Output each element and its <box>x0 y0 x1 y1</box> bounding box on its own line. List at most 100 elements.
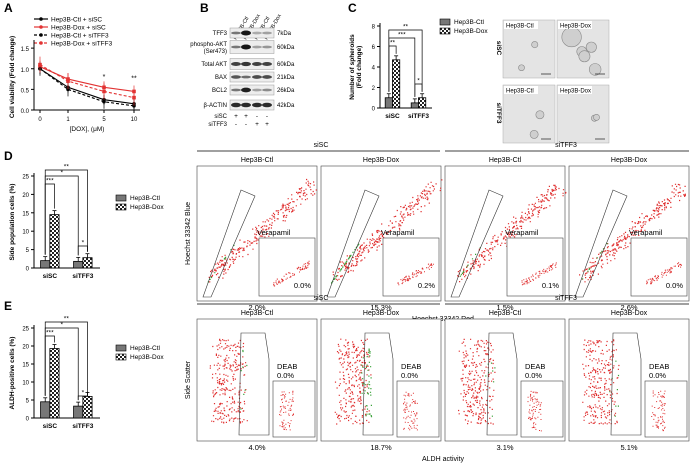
aldh-positive-events <box>609 360 620 417</box>
flow-sub-label: Hep3B-Dox <box>611 157 648 164</box>
y-tick-label: 10 <box>22 230 29 236</box>
y-tick-label: 15 <box>22 211 29 217</box>
aldh-gate <box>362 332 394 436</box>
y-tick-label: 0 <box>26 417 30 423</box>
panel-d-plot: 0 5 10 15 20 25 Side population cells (%) siSC s… <box>9 164 164 281</box>
sig-bracket <box>77 390 88 401</box>
panel-c-plot: 0 2 4 6 8 Number of spheroids (Fold change) siS… <box>349 18 488 120</box>
inset-pct: 0.0% <box>525 371 542 380</box>
inset-events <box>521 262 557 286</box>
y-tick-label: 10 <box>22 381 29 387</box>
inset-label: DEAB <box>277 362 297 371</box>
y-tick-label: 25 <box>22 175 29 181</box>
band-size: 60kDa <box>277 62 295 68</box>
micrograph <box>502 19 556 79</box>
panel-b: B Hep3B-CtlHep3B-DoxHep3B-CtlHep3B-DoxTF… <box>190 1 295 128</box>
image-label-bg <box>504 86 538 94</box>
bar <box>73 405 84 419</box>
cell-events <box>458 338 496 425</box>
y-axis-label: Side population cells (%) <box>9 184 16 261</box>
x-axis-label: [DOX], (μM) <box>70 126 105 133</box>
group-label: siSC <box>314 295 329 302</box>
cell-events <box>579 183 686 283</box>
protein-band <box>262 102 272 108</box>
sig-bracket <box>77 245 88 256</box>
flow-sub-label: Hep3B-Dox <box>363 310 400 317</box>
aldh-positive-events <box>361 348 373 418</box>
y-tick-label: 1.5 <box>21 47 30 53</box>
legend-label: Hep3B-Ctl + siTFF3 <box>51 33 109 40</box>
inset-frame <box>520 380 564 438</box>
sig-marker: *** <box>398 32 406 39</box>
band-label: phospho-AKT <box>190 42 227 48</box>
aldh-gate <box>486 332 518 436</box>
bar <box>418 97 427 109</box>
treatment-sign: + <box>244 113 248 120</box>
x-tick-label: siSC <box>43 423 58 430</box>
group-label: siSC <box>314 142 329 149</box>
legend-label: Hep3B-Ctl + siSC <box>51 17 102 24</box>
band-size: 7kDa <box>277 31 292 37</box>
legend-marker <box>39 17 43 21</box>
band-label: β-ACTIN <box>204 103 227 109</box>
legend-label: Hep3B-Ctl <box>130 345 161 352</box>
spheroid <box>529 130 539 139</box>
cell-events <box>209 338 248 424</box>
micrograph <box>502 84 556 144</box>
bar <box>49 348 60 419</box>
sig-marker: ** <box>403 24 409 31</box>
sig-marker: ** <box>390 40 396 47</box>
panel-letter-c: C <box>348 1 357 15</box>
aldh-positive-events <box>240 349 248 410</box>
aldh-gate <box>610 332 642 436</box>
legend-swatch <box>115 344 127 352</box>
side-population-events <box>331 243 360 284</box>
cell-events <box>582 339 620 425</box>
inset-pct: 0.1% <box>542 281 559 290</box>
flow-x-label: Hoechst 33342 Red <box>412 316 474 323</box>
image-label-bg <box>558 21 592 29</box>
legend-label: Hep3B-Dox + siTFF3 <box>51 41 113 48</box>
legend-label: Hep3B-Dox + siSC <box>51 25 106 32</box>
western-blot: Hep3B-CtlHep3B-DoxHep3B-CtlHep3B-DoxTFF3… <box>190 13 295 128</box>
bar <box>82 395 93 419</box>
inset-pct: 0.2% <box>418 281 435 290</box>
y-tick-label: 0 <box>26 267 30 273</box>
protein-band <box>231 88 241 92</box>
flow-x-label: ALDH activity <box>422 456 465 463</box>
protein-band <box>241 30 251 36</box>
sig-marker: *** <box>46 330 54 337</box>
flow-pct: 1.5% <box>496 303 513 312</box>
image-label: Hep3B-Ctl <box>506 24 534 30</box>
legend-swatch <box>439 27 451 35</box>
bar <box>410 102 419 109</box>
inset-label: DEAB <box>401 362 421 371</box>
band-size: 42kDa <box>277 103 295 109</box>
y-tick-label: 4 <box>372 66 376 72</box>
series-line <box>39 68 135 105</box>
y-axis-label-sub: (Fold change) <box>356 46 363 89</box>
y-tick-label: 5 <box>26 248 30 254</box>
bar <box>49 214 60 269</box>
treatment-sign: - <box>256 113 258 120</box>
treatment-label: siTFF3 <box>208 122 227 128</box>
protein-band <box>252 75 262 79</box>
legend-marker <box>39 41 43 45</box>
image-row-label: siTFF3 <box>495 103 502 124</box>
spheroid <box>578 50 591 63</box>
protein-band <box>231 31 241 35</box>
flow-sub-label: Hep3B-Ctl <box>489 157 522 164</box>
data-point <box>132 95 136 100</box>
panel-e-flow: siSC siTFF3 Side Scatter ALDH activity Hep3B… <box>185 295 690 463</box>
flow-sub-label: Hep3B-Ctl <box>489 310 522 317</box>
image-label: Hep3B-Dox <box>560 89 591 95</box>
bar <box>392 59 401 109</box>
sig-marker: ** <box>64 164 70 171</box>
y-tick-label: 0 <box>372 107 376 113</box>
spheroid <box>593 113 600 121</box>
panel-d: D 0 5 10 15 20 25 Side population cells (%) siS… <box>4 142 690 323</box>
sig-bracket <box>388 29 423 92</box>
protein-band <box>262 88 272 92</box>
